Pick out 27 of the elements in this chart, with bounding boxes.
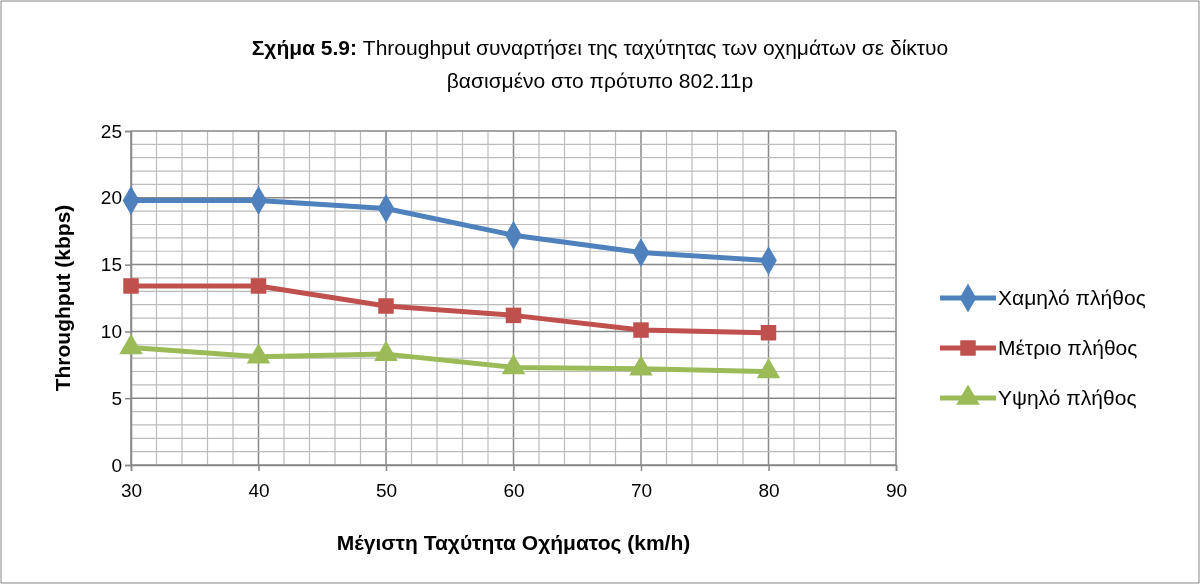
x-tick-label: 90 <box>885 479 908 501</box>
x-tick-label: 70 <box>630 479 653 501</box>
point <box>246 343 271 364</box>
y-tick-label: 25 <box>100 120 122 142</box>
point <box>629 355 653 376</box>
y-tick-label: 10 <box>100 320 122 342</box>
x-axis-title: Μέγιστη Ταχύτητα Οχήματος (km/h) <box>336 531 691 555</box>
point <box>378 298 394 314</box>
point <box>501 353 526 375</box>
x-tick-label: 80 <box>758 479 780 501</box>
legend-label: Υψηλό πλήθος <box>998 386 1137 410</box>
chart-title: Σχήμα 5.9: Throughput συναρτήσει της ταχύτητας των οχημάτων σε δίκτυο βασισμένο στο πρότυπο 802.11p <box>251 36 949 92</box>
legend-label: Μέτριο πλήθος <box>998 336 1138 360</box>
y-tick-label: 15 <box>100 254 122 276</box>
y-axis-title: Throughput (kbps) <box>51 204 74 392</box>
x-tick-label: 60 <box>503 479 525 501</box>
y-tick-label: 0 <box>111 454 122 476</box>
point <box>250 278 267 294</box>
y-tick-label: 5 <box>111 387 122 409</box>
legend-label: Χαμηλό πλήθος <box>998 286 1146 310</box>
x-tick-label: 40 <box>248 479 270 501</box>
point <box>756 357 781 379</box>
y-tick-label: 20 <box>100 187 122 209</box>
x-tick-label: 50 <box>375 479 398 501</box>
point <box>123 278 139 294</box>
point <box>374 340 398 361</box>
x-tick-label: 30 <box>120 479 143 501</box>
